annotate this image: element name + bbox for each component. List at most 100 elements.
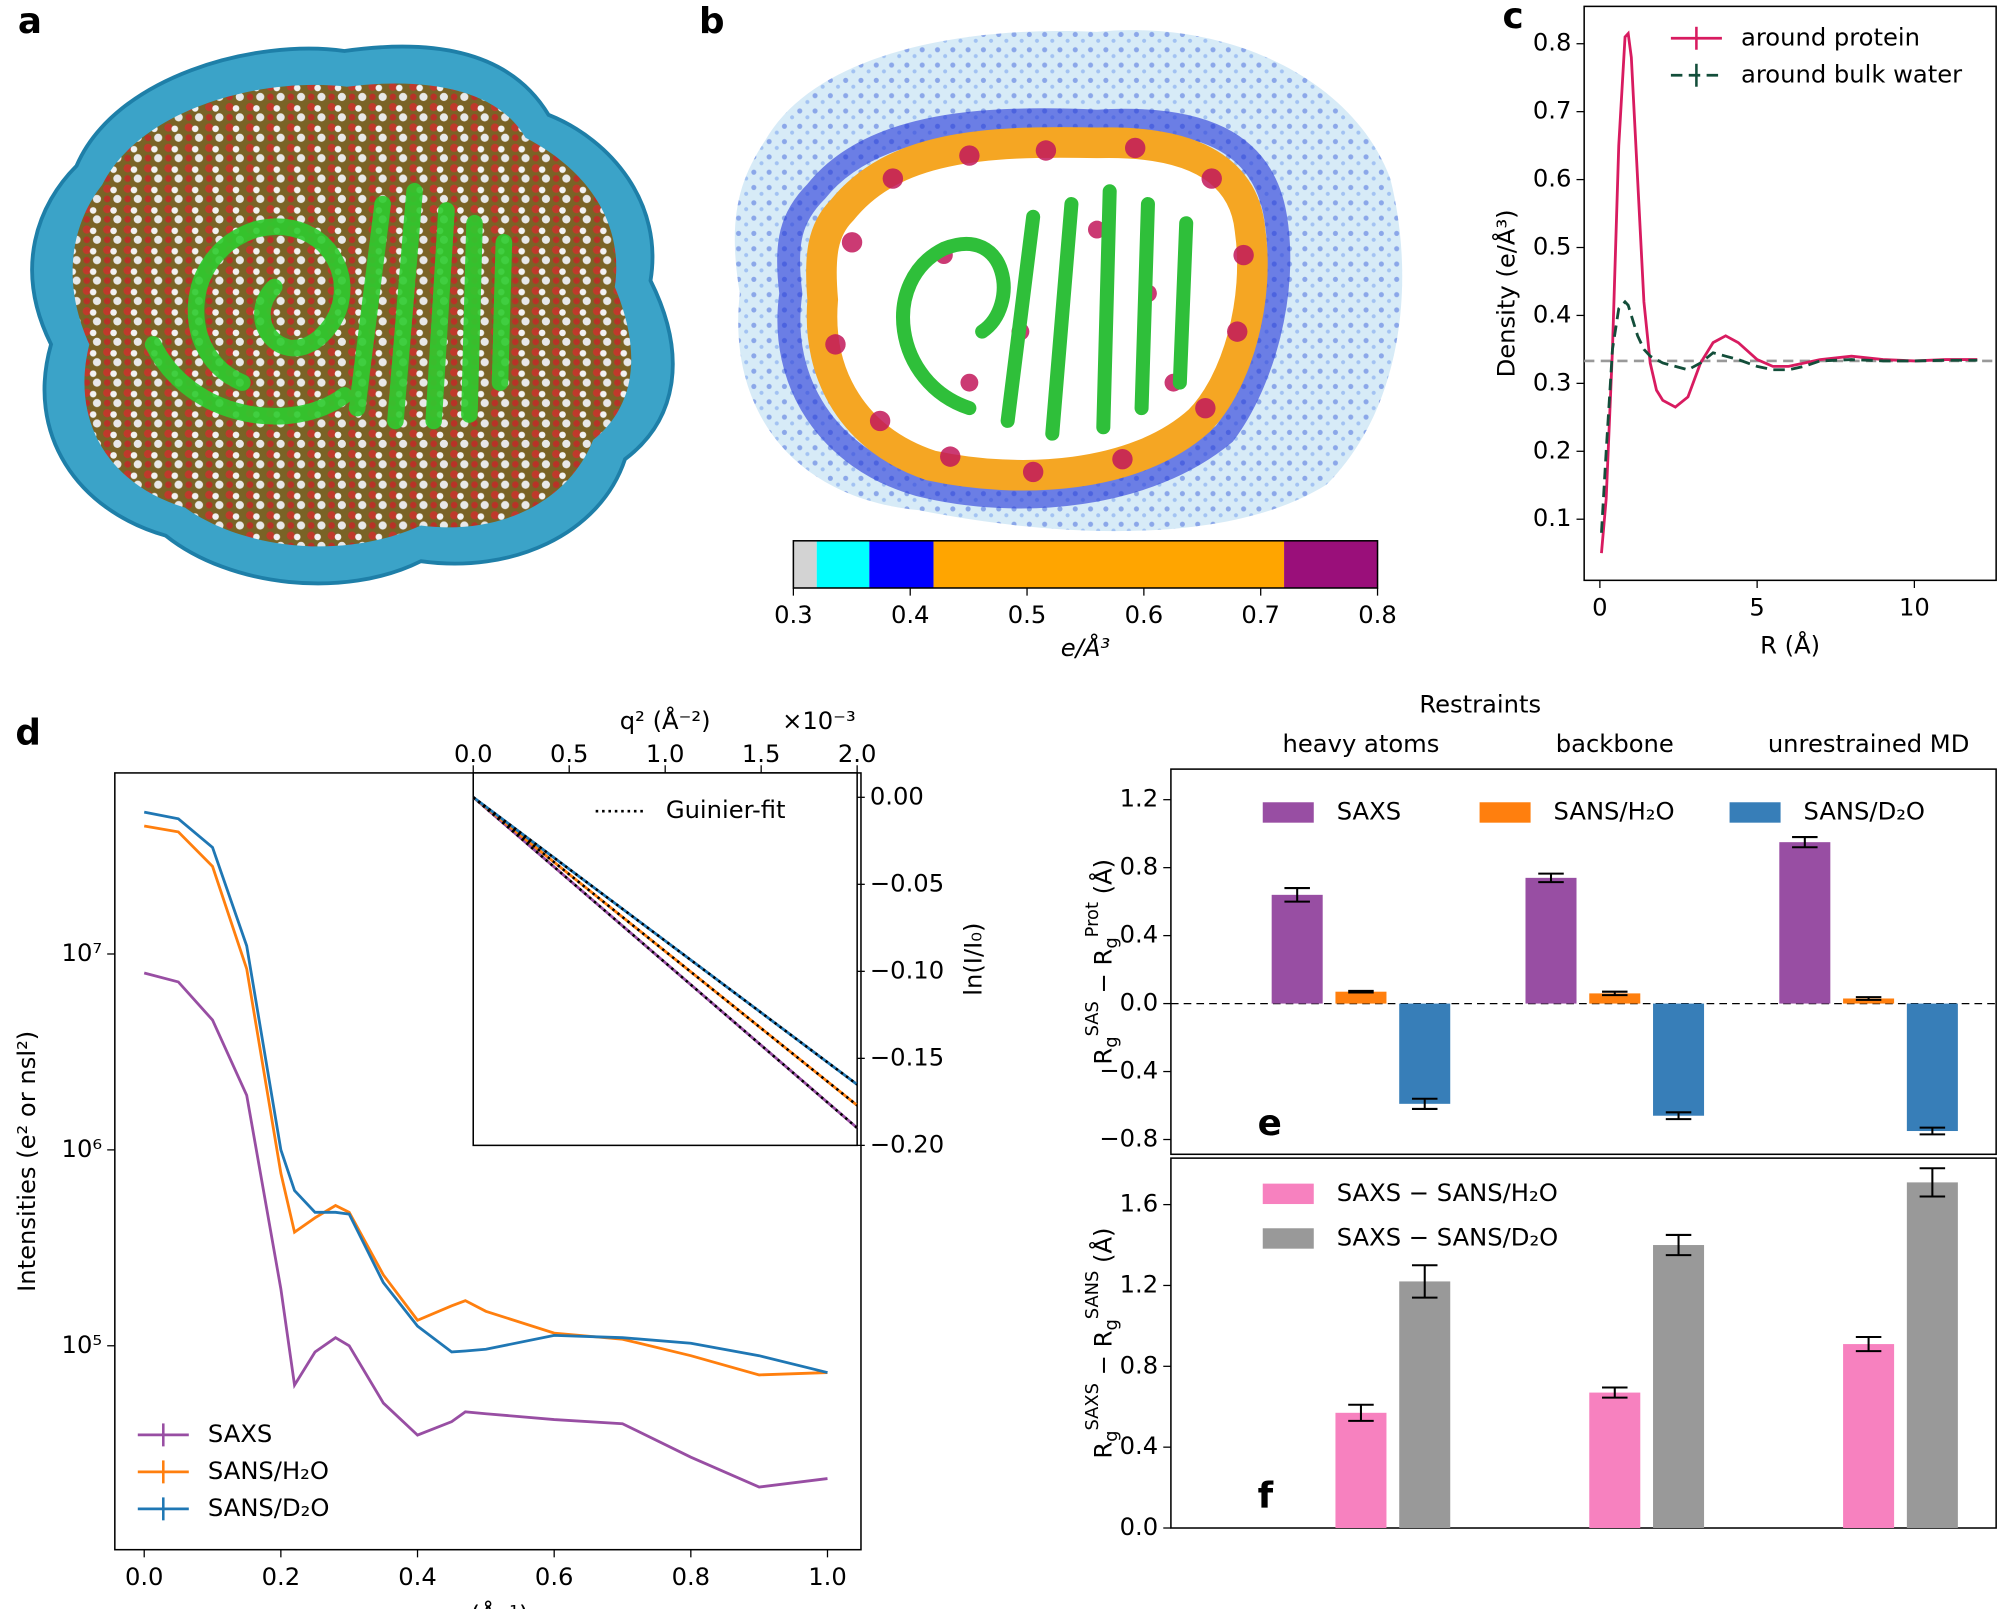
y-tick-label: 1.2 <box>1120 785 1159 813</box>
y-tick-label: −0.8 <box>1099 1125 1158 1153</box>
panel-letter: c <box>1503 0 1524 37</box>
legend-label: SAXS − SANS/D₂O <box>1337 1223 1559 1251</box>
inset-line <box>472 796 858 1086</box>
bar <box>1653 1245 1705 1529</box>
bar <box>1589 1392 1641 1529</box>
inset-y-label: ln(I/I₀) <box>959 923 987 996</box>
error-bar <box>1284 887 1310 903</box>
panel-letter: a <box>18 1 42 42</box>
y-tick-label: 0.1 <box>1533 504 1572 532</box>
bar <box>1843 998 1895 1004</box>
y-tick-label: 0.0 <box>1120 989 1159 1017</box>
x-tick-label: 5 <box>1749 593 1764 621</box>
y-tick-label: 10⁷ <box>62 939 103 967</box>
y-tick-label: −0.10 <box>870 956 944 984</box>
error-bar <box>1665 1233 1692 1257</box>
error-bar <box>1411 1097 1438 1110</box>
guinier-fit-line <box>472 796 858 1107</box>
y-tick-label: 0.3 <box>1533 368 1572 396</box>
chart-title: Restraints <box>1419 690 1541 718</box>
error-bar <box>1919 1126 1946 1136</box>
data-line <box>1600 30 1978 554</box>
legend-label: Guinier-fit <box>666 796 786 824</box>
guinier-fit-line <box>472 796 858 1129</box>
y-tick-label: 0.00 <box>870 782 924 810</box>
error-bar <box>1348 1403 1374 1422</box>
plot-frame <box>1583 5 1997 582</box>
bar <box>1335 991 1387 1004</box>
y-tick-label: 0.4 <box>1120 921 1159 949</box>
category-label: heavy atoms <box>1283 730 1440 758</box>
plot-frame <box>472 772 858 1147</box>
error-bar <box>1665 1111 1692 1121</box>
error-bar <box>1602 990 1628 997</box>
bar <box>1653 1003 1705 1116</box>
error-bar <box>1348 989 1374 994</box>
x-tick-label: 0.6 <box>1125 601 1164 629</box>
colorbar-segment <box>793 540 817 588</box>
x-tick-label: 2.0 <box>838 740 877 768</box>
legend-label: SAXS − SANS/H₂O <box>1337 1179 1558 1207</box>
x-tick-label: 0.8 <box>1358 601 1397 629</box>
legend-swatch <box>1262 1183 1314 1205</box>
x-tick-label: 0.4 <box>398 1563 437 1591</box>
x-tick-label: 0.2 <box>262 1563 301 1591</box>
y-axis-label: Density (e/Å³) <box>1492 209 1521 377</box>
colorbar-segment <box>1284 540 1378 588</box>
y-axis-label: RgSAS − RgProt (Å) <box>1082 859 1122 1065</box>
x-tick-label: 0.0 <box>454 740 493 768</box>
error-bar <box>1855 996 1882 1001</box>
data-line <box>1600 299 1978 533</box>
bar <box>1779 842 1831 1004</box>
plot-frame <box>1170 768 1997 1156</box>
y-tick-label: 0.8 <box>1533 29 1572 57</box>
plot-frame <box>1170 1157 1997 1529</box>
y-tick-label: 0.7 <box>1533 97 1572 125</box>
legend-swatch <box>1479 802 1531 823</box>
panel-b-image <box>734 30 1403 532</box>
bar <box>1906 1182 1958 1529</box>
category-label: unrestrained MD <box>1768 730 1970 758</box>
x-tick-label: 0.5 <box>550 740 589 768</box>
y-tick-label: 0.8 <box>1120 853 1159 881</box>
plot-frame <box>792 540 1379 589</box>
y-tick-label: 0.4 <box>1533 300 1572 328</box>
category-label: backbone <box>1556 730 1674 758</box>
x-tick-label: 0.8 <box>672 1563 711 1591</box>
error-bar <box>1602 1386 1628 1399</box>
x-tick-label: 1.5 <box>742 740 781 768</box>
bar <box>1399 1281 1451 1529</box>
y-tick-label: 10⁵ <box>62 1331 103 1359</box>
legend-label: SANS/D₂O <box>1804 797 1925 825</box>
y-tick-label: 0.5 <box>1533 233 1572 261</box>
x-tick-label: 1.0 <box>646 740 685 768</box>
y-tick-label: 0.4 <box>1120 1432 1159 1460</box>
x-tick-label: 0.7 <box>1241 601 1280 629</box>
bar <box>1589 993 1641 1004</box>
bar <box>1525 877 1577 1004</box>
x-tick-label: 0.0 <box>125 1563 164 1591</box>
bar <box>1399 1003 1451 1104</box>
bar <box>1335 1412 1387 1529</box>
legend-label: SANS/H₂O <box>208 1457 329 1485</box>
y-tick-label: 0.2 <box>1533 436 1572 464</box>
legend-swatch <box>1262 1228 1314 1249</box>
error-bar <box>1792 836 1818 849</box>
y-tick-label: 0.8 <box>1120 1351 1159 1379</box>
legend-label: SANS/D₂O <box>208 1494 329 1522</box>
y-tick-label: 1.6 <box>1120 1190 1159 1218</box>
error-bar <box>1411 1264 1438 1299</box>
panel-letter: b <box>699 1 725 42</box>
colorbar-segment <box>933 540 1285 588</box>
inset-x-label: q² (Å⁻²) <box>620 706 711 735</box>
legend-label: SANS/H₂O <box>1554 797 1675 825</box>
data-line <box>143 971 828 1489</box>
bar <box>1843 1344 1895 1529</box>
y-tick-label: −0.20 <box>870 1130 944 1158</box>
x-tick-label: 0.3 <box>774 601 813 629</box>
legend-label: around bulk water <box>1741 60 1962 88</box>
x-axis-label: q (Å⁻¹) <box>447 1600 528 1609</box>
colorbar-segment <box>869 540 934 588</box>
y-tick-label: 1.2 <box>1120 1270 1159 1298</box>
